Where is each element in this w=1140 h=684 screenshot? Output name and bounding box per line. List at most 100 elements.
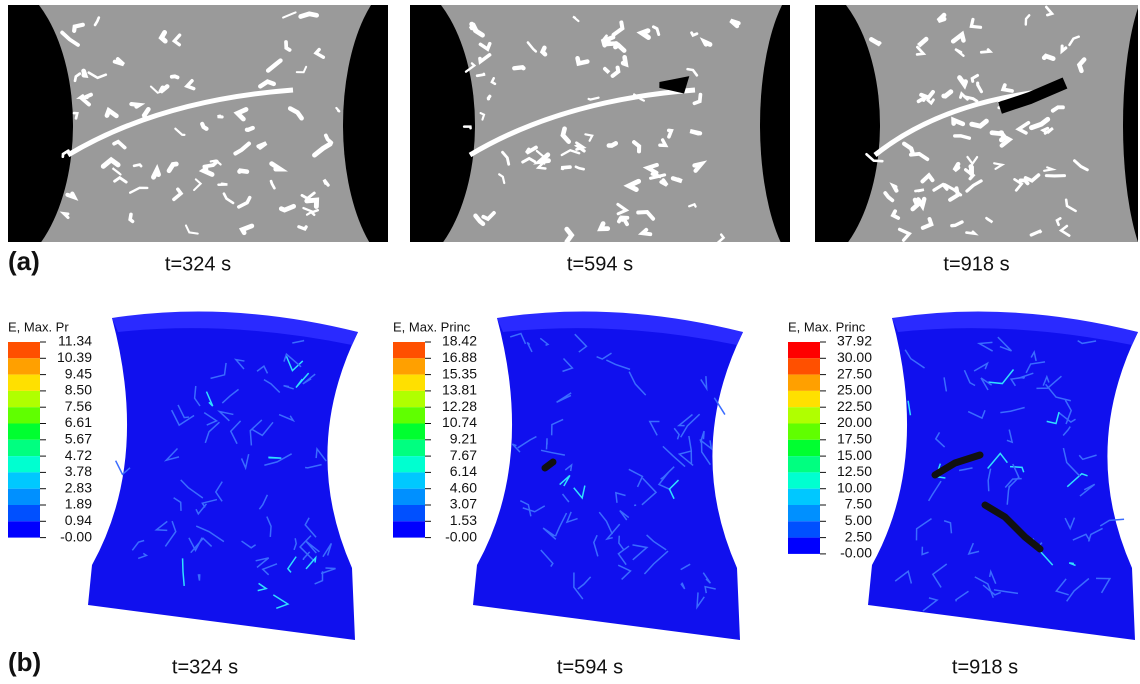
legend-value: 12.50 [837, 463, 872, 479]
eutectic-phase [247, 128, 253, 130]
legend-value: 18.42 [442, 333, 477, 349]
grain-boundary [268, 457, 281, 458]
legend-value: 25.00 [837, 382, 872, 398]
eutectic-phase [966, 232, 974, 234]
figure: t=324 st=594 st=918 s(a)E, Max. Pr11.341… [0, 0, 1140, 684]
legend-value: 3.78 [65, 463, 92, 479]
grain-boundary [547, 438, 548, 449]
legend-value: 9.45 [65, 365, 92, 381]
color-swatch [8, 456, 40, 472]
legend-value: 37.92 [837, 333, 872, 349]
eutectic-phase [301, 14, 317, 17]
eutectic-phase [488, 96, 489, 99]
color-swatch [8, 440, 40, 456]
legend-value: 15.35 [442, 365, 477, 381]
color-swatch [788, 358, 820, 374]
legend-value: 5.00 [845, 512, 872, 528]
eutectic-phase [623, 57, 626, 64]
eutectic-phase [477, 74, 484, 76]
legend-value: -0.00 [840, 545, 872, 561]
eutectic-phase [218, 184, 227, 185]
legend-value: 12.28 [442, 398, 477, 414]
color-swatch [393, 375, 425, 391]
eutectic-phase [161, 32, 165, 41]
time-label: t=324 s [172, 656, 238, 678]
color-swatch [788, 538, 820, 554]
eutectic-phase [894, 186, 896, 190]
time-label: t=324 s [165, 253, 231, 275]
crack [660, 80, 685, 90]
eutectic-phase [992, 133, 1002, 134]
time-label: t=918 s [952, 656, 1018, 678]
legend-value: -0.00 [445, 528, 477, 544]
color-swatch [393, 440, 425, 456]
color-swatch [788, 472, 820, 488]
legend-value: 15.00 [837, 447, 872, 463]
eutectic-phase [918, 199, 924, 206]
legend-value: 11.34 [58, 333, 92, 349]
eutectic-phase [154, 170, 159, 177]
color-swatch [393, 456, 425, 472]
grain-boundary [198, 574, 199, 580]
color-swatch [393, 358, 425, 374]
legend-value: 8.50 [65, 382, 92, 398]
color-swatch [8, 521, 40, 537]
color-swatch [788, 424, 820, 440]
legend-value: 3.07 [450, 496, 477, 512]
eutectic-phase [134, 165, 141, 166]
eutectic-phase [705, 42, 710, 44]
color-swatch [8, 358, 40, 374]
color-swatch [788, 440, 820, 456]
legend-value: 9.21 [450, 431, 477, 447]
color-swatch [8, 342, 40, 358]
color-swatch [393, 342, 425, 358]
eutectic-phase [673, 178, 682, 181]
legend-value: 7.67 [450, 447, 477, 463]
eutectic-phase [607, 43, 616, 44]
legend-value: 27.50 [837, 365, 872, 381]
eutectic-phase [642, 31, 649, 38]
legend-value: 4.72 [65, 447, 92, 463]
eutectic-phase [84, 71, 85, 75]
eutectic-phase [669, 130, 672, 136]
color-swatch [8, 424, 40, 440]
eutectic-phase [240, 171, 247, 172]
eutectic-phase [218, 116, 223, 117]
color-swatch [788, 456, 820, 472]
legend-value: 10.00 [837, 479, 872, 495]
color-swatch [788, 407, 820, 423]
color-swatch [393, 505, 425, 521]
color-swatch [788, 391, 820, 407]
eutectic-phase [561, 167, 570, 168]
legend-value: 20.00 [837, 414, 872, 430]
legend-value: 16.88 [442, 349, 477, 365]
page: t=324 st=594 st=918 s(a)E, Max. Pr11.341… [0, 0, 1140, 684]
color-swatch [788, 342, 820, 358]
color-swatch [788, 375, 820, 391]
legend-value: 6.61 [65, 414, 92, 430]
color-swatch [788, 489, 820, 505]
color-swatch [8, 505, 40, 521]
time-label: t=594 s [567, 253, 633, 275]
color-swatch [8, 489, 40, 505]
legend-value: 1.53 [450, 512, 477, 528]
color-swatch [8, 407, 40, 423]
fe-model [473, 312, 743, 640]
eutectic-phase [172, 76, 178, 77]
eutectic-phase [67, 194, 74, 198]
fe-model [868, 312, 1138, 640]
eutectic-phase [1044, 56, 1053, 59]
eutectic-phase [299, 227, 306, 229]
legend-value: 4.60 [450, 479, 477, 495]
eutectic-phase [514, 67, 523, 68]
color-swatch [788, 505, 820, 521]
legend-value: 7.50 [845, 496, 872, 512]
color-swatch [788, 521, 820, 537]
crack [545, 462, 553, 468]
legend-value: 7.56 [65, 398, 92, 414]
time-label: t=594 s [557, 656, 623, 678]
micrograph [305, 0, 870, 275]
legend-value: 13.81 [442, 382, 477, 398]
color-swatch [393, 424, 425, 440]
panel-label: (b) [8, 647, 41, 677]
